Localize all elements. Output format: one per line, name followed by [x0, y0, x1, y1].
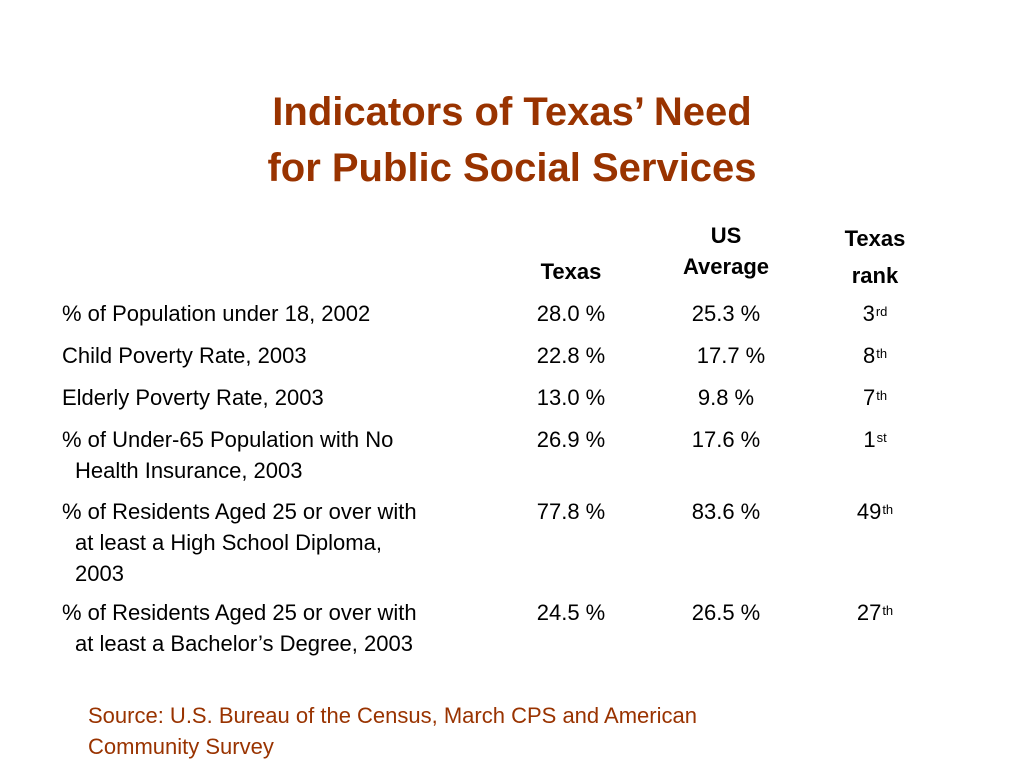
source-note-line-1: Source: U.S. Bureau of the Census, March… [88, 703, 697, 728]
header-texas-label: Texas [540, 259, 602, 284]
cell-texas-rank: 8th [815, 340, 935, 371]
row-label-line-1: % of Residents Aged 25 or over with [62, 600, 417, 625]
row-label-line-3: 2003 [75, 561, 124, 586]
rank-number: 49 [856, 499, 882, 524]
rank-number: 7 [862, 385, 876, 410]
row-label: % of Under-65 Population with No Health … [62, 424, 492, 486]
cell-texas-rank: 3rd [815, 298, 935, 329]
cell-texas: 22.8 % [536, 343, 606, 368]
slide-title-line-1: Indicators of Texas’ Need [272, 90, 752, 134]
row-label-line-1: % of Under-65 Population with No [62, 427, 394, 452]
header-texas: Texas [511, 257, 631, 287]
source-note: Source: U.S. Bureau of the Census, March… [88, 700, 828, 762]
rank-suffix: st [876, 430, 887, 445]
cell-texas: 24.5 % [536, 600, 606, 625]
row-label-line-1: % of Population under 18, 2002 [62, 301, 371, 326]
header-rank-line-1: Texas [844, 226, 906, 251]
header-us-line-1: US [710, 223, 742, 248]
header-us-line-2: Average [682, 254, 769, 279]
rank-suffix: th [876, 388, 888, 403]
cell-texas: 28.0 % [536, 301, 606, 326]
cell-texas-rank: 7th [815, 382, 935, 413]
row-label-line-1: Child Poverty Rate, 2003 [62, 343, 307, 368]
cell-us-average: 9.8 % [697, 385, 755, 410]
source-note-line-2: Community Survey [88, 734, 274, 759]
row-label: % of Population under 18, 2002 [62, 298, 492, 329]
header-us-average: US Average [666, 220, 786, 282]
row-label-line-2: at least a High School Diploma, [75, 530, 382, 555]
rank-number: 8 [862, 343, 876, 368]
rank-suffix: th [882, 603, 894, 618]
cell-texas-rank: 1st [815, 424, 935, 455]
rank-suffix: th [882, 502, 894, 517]
row-label-line-2: at least a Bachelor’s Degree, 2003 [75, 631, 413, 656]
cell-texas: 26.9 % [536, 427, 606, 452]
rank-number: 1 [863, 427, 876, 452]
rank-number: 3 [862, 301, 875, 326]
cell-us-average: 17.6 % [691, 427, 761, 452]
rank-suffix: rd [875, 304, 888, 319]
cell-texas: 13.0 % [536, 385, 606, 410]
slide-title: Indicators of Texas’ Need for Public Soc… [0, 84, 1024, 196]
header-texas-rank: Texas rank [815, 220, 935, 294]
cell-us-average: 25.3 % [691, 301, 761, 326]
cell-texas-rank: 49th [815, 496, 935, 527]
slide-title-line-2: for Public Social Services [267, 146, 757, 190]
cell-texas: 77.8 % [536, 499, 606, 524]
cell-us-average: 83.6 % [691, 499, 761, 524]
row-label-line-2: Health Insurance, 2003 [75, 458, 303, 483]
row-label: % of Residents Aged 25 or over with at l… [62, 597, 492, 659]
row-label-line-1: % of Residents Aged 25 or over with [62, 499, 417, 524]
rank-number: 27 [856, 600, 882, 625]
cell-us-average: 17.7 % [696, 343, 766, 368]
row-label-line-1: Elderly Poverty Rate, 2003 [62, 385, 324, 410]
rank-suffix: th [876, 346, 888, 361]
header-rank-line-2: rank [851, 263, 899, 288]
cell-us-average: 26.5 % [691, 600, 761, 625]
row-label: Elderly Poverty Rate, 2003 [62, 382, 492, 413]
row-label: % of Residents Aged 25 or over with at l… [62, 496, 492, 589]
row-label: Child Poverty Rate, 2003 [62, 340, 492, 371]
cell-texas-rank: 27th [815, 597, 935, 628]
